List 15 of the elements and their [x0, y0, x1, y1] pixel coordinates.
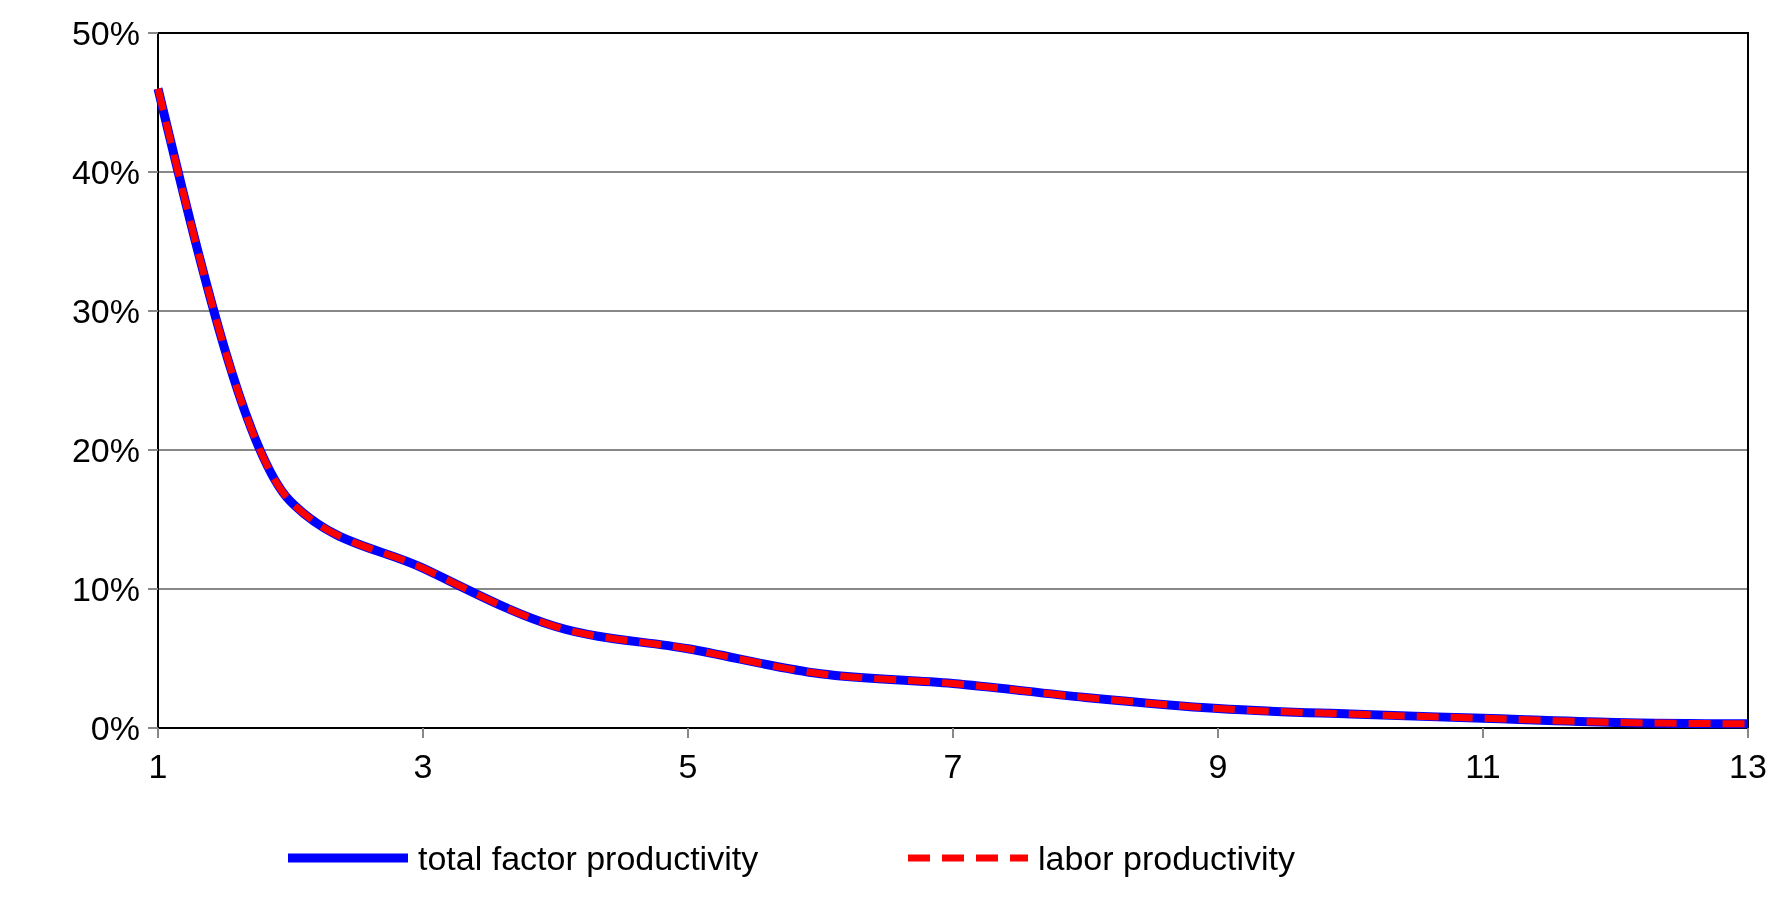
y-tick-label: 40%	[71, 152, 140, 191]
y-tick-label: 20%	[71, 430, 140, 469]
x-tick-label: 13	[1729, 747, 1767, 785]
x-tick-label: 3	[413, 747, 433, 785]
x-tick-label: 9	[1208, 747, 1228, 785]
y-tick-label: 50%	[71, 13, 140, 52]
y-tick-label: 0%	[90, 708, 140, 747]
x-tick-label: 7	[943, 747, 963, 785]
x-tick-label: 5	[678, 747, 698, 785]
x-tick-label: 1	[148, 747, 168, 785]
y-tick-label: 30%	[71, 291, 140, 330]
legend-label: total factor productivity	[418, 838, 759, 877]
x-tick-label: 11	[1465, 747, 1501, 785]
y-tick-label: 10%	[71, 569, 140, 608]
legend-label: labor productivity	[1038, 838, 1296, 877]
